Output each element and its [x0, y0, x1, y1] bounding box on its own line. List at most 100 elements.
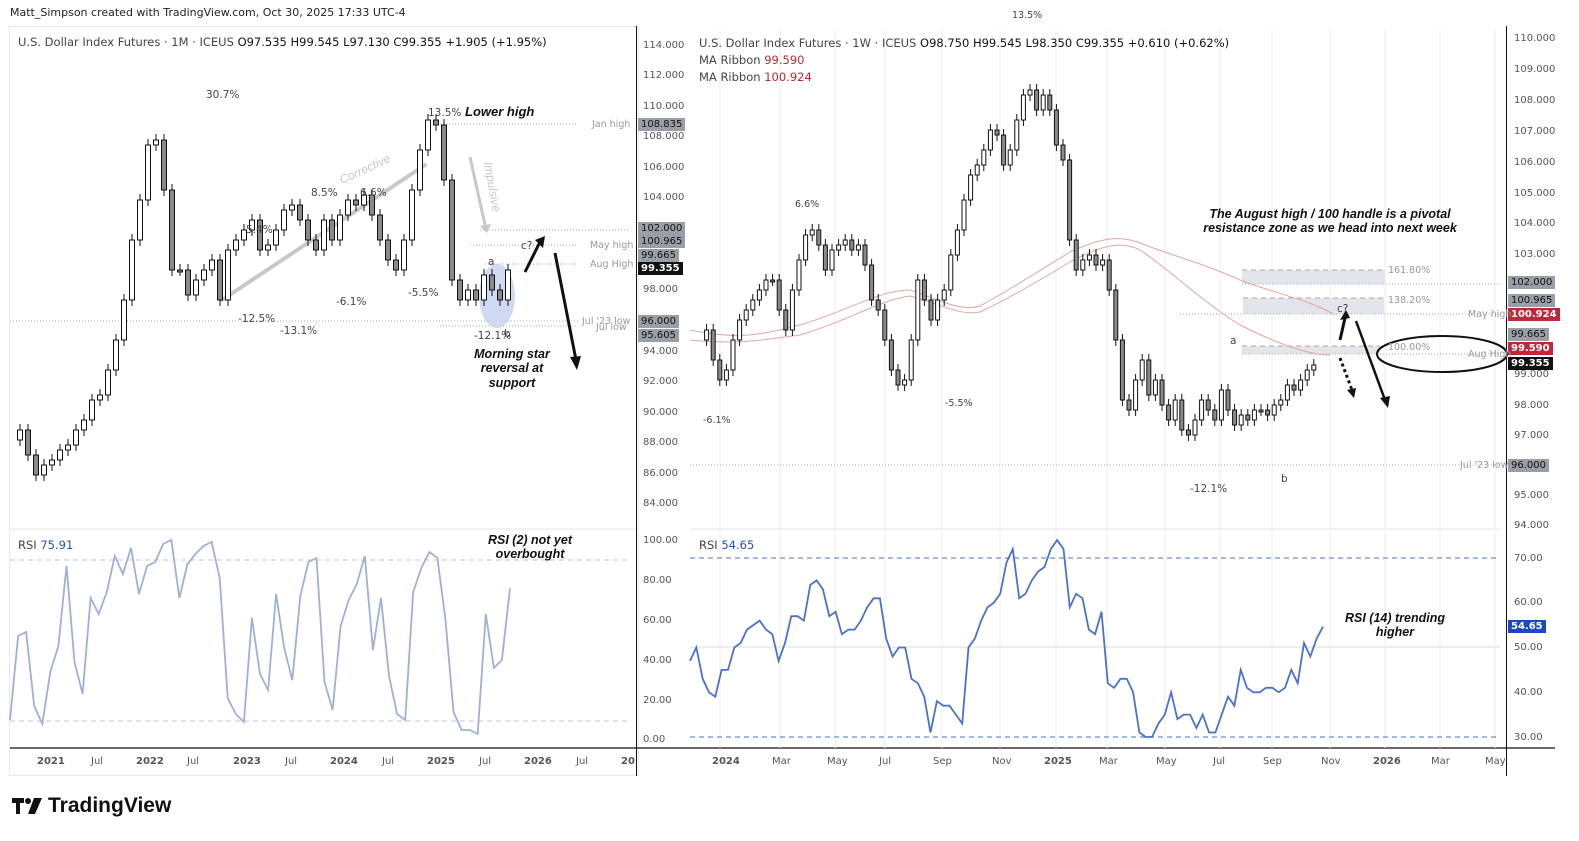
time-tick: Sep	[1263, 756, 1282, 767]
price-label-jul23-low: 96.000	[1508, 459, 1549, 472]
tick: 94.000	[643, 346, 678, 357]
wave-label-c: c?	[1337, 303, 1349, 315]
tradingview-logo-icon	[12, 798, 42, 814]
tick: 92.000	[643, 376, 678, 387]
ma2-value: 100.924	[764, 70, 812, 84]
note-rsi2: RSI (2) not yet overbought	[470, 533, 590, 562]
time-tick: 2022	[136, 756, 164, 767]
logo-text: TradingView	[48, 794, 172, 817]
time-tick: 2025	[1044, 756, 1072, 767]
tradingview-logo[interactable]: TradingView	[12, 794, 171, 818]
price-label-may-high: 100.965	[638, 235, 686, 248]
time-tick: Jul	[879, 756, 892, 767]
hline-label-aug-high: Aug High	[590, 259, 634, 270]
hline-label-aug-high: Aug High	[1468, 349, 1512, 360]
rsi-value: 54.65	[721, 538, 755, 552]
price-label-jul23-low: 96.000	[638, 315, 679, 328]
time-tick: Sep	[933, 756, 952, 767]
tick: 108.000	[643, 131, 685, 142]
pct-label: 13.5%	[1012, 10, 1043, 21]
time-tick: May	[1156, 756, 1177, 767]
ma1-value: 99.590	[764, 53, 805, 67]
wave-label-c: c?	[521, 240, 533, 252]
ma1-label: MA Ribbon	[699, 53, 761, 67]
price-label-may-high: 100.965	[1508, 294, 1556, 307]
tick: 100.00	[643, 535, 678, 546]
tick: 88.000	[643, 437, 678, 448]
note-line: support	[488, 375, 536, 390]
hline-label-may-high: May high	[590, 240, 634, 251]
right-close: C99.355	[1075, 36, 1125, 50]
price-label-last: 99.355	[1508, 357, 1553, 370]
right-high: H99.545	[972, 36, 1022, 50]
time-tick: 2024	[712, 756, 740, 767]
time-tick: Mar	[772, 756, 791, 767]
fib-label-100: 100.00%	[1388, 342, 1431, 353]
time-tick: May	[827, 756, 848, 767]
time-tick: May	[1485, 756, 1506, 767]
price-label-ma2: 100.924	[1508, 308, 1560, 321]
note-line: Morning star	[474, 347, 550, 361]
tick: 114.000	[643, 40, 685, 51]
tick: 104.000	[643, 192, 685, 203]
tick: 98.000	[643, 284, 678, 295]
hline-label-may-high: May high	[1468, 309, 1512, 320]
note-line: reversal at	[480, 361, 544, 376]
note-line: overbought	[495, 547, 565, 562]
time-tick: 2024	[330, 756, 358, 767]
right-chart-legend: U.S. Dollar Index Futures · 1W · ICEUS O…	[699, 35, 1229, 86]
note-pivotal-resistance: The August high / 100 handle is a pivota…	[1190, 207, 1470, 236]
tick: 110.000	[1514, 33, 1556, 44]
right-change: +0.610 (+0.62%)	[1127, 36, 1230, 50]
left-high: H99.545	[290, 35, 340, 49]
note-line: RSI (2) not yet	[487, 533, 573, 547]
tick: 50.00	[1514, 642, 1543, 653]
right-open: O98.750	[920, 36, 970, 50]
price-label-99665: 99.665	[638, 249, 679, 262]
tick: 80.00	[643, 575, 672, 586]
note-line: higher	[1375, 625, 1415, 640]
note-rsi14: RSI (14) trending higher	[1330, 611, 1460, 640]
tick: 70.00	[1514, 553, 1543, 564]
rsi-value: 75.91	[40, 538, 74, 552]
left-open: O97.535	[237, 35, 287, 49]
tick: 106.000	[1514, 157, 1556, 168]
tick: 109.000	[1514, 64, 1556, 75]
pct-label: -6.1%	[336, 296, 367, 308]
time-tick: 2021	[37, 756, 65, 767]
note-line: RSI (14) trending	[1344, 611, 1445, 625]
tick: 0.00	[643, 734, 666, 745]
time-tick: Jul	[479, 756, 492, 767]
left-chart-panel[interactable]	[9, 26, 639, 776]
time-tick: Jul	[1213, 756, 1226, 767]
left-price-axis[interactable]	[636, 26, 637, 776]
wave-label-a: a	[1230, 335, 1237, 347]
tick: 106.000	[643, 162, 685, 173]
right-price-axis[interactable]	[1506, 26, 1507, 776]
pct-label: 13.5%	[428, 107, 462, 119]
wave-label-a: a	[488, 256, 495, 268]
tick: 95.000	[1514, 490, 1549, 501]
tick: 90.000	[643, 407, 678, 418]
pct-label: 30.7%	[206, 89, 240, 101]
wave-label-b: b	[1281, 473, 1288, 485]
price-label-102: 102.000	[1508, 276, 1556, 289]
pct-label: -5.5%	[945, 398, 973, 409]
right-symbol: U.S. Dollar Index Futures · 1W · ICEUS	[699, 36, 917, 50]
price-label-ma1: 99.590	[1508, 342, 1553, 355]
tick: 40.00	[1514, 687, 1543, 698]
tick: 108.000	[1514, 95, 1556, 106]
rsi-label: RSI	[18, 538, 37, 552]
time-tick: Jul	[285, 756, 298, 767]
right-low: L98.350	[1025, 36, 1073, 50]
tick: 60.00	[643, 615, 672, 626]
tick: 30.00	[1514, 732, 1543, 743]
tick: 40.00	[643, 655, 672, 666]
time-tick: 2026	[1373, 756, 1401, 767]
time-tick: 2023	[233, 756, 261, 767]
time-tick: Jul	[382, 756, 395, 767]
left-low: L97.130	[343, 35, 390, 49]
hline-label-jan-high: Jan high	[592, 119, 631, 130]
tick: 94.000	[1514, 520, 1549, 531]
